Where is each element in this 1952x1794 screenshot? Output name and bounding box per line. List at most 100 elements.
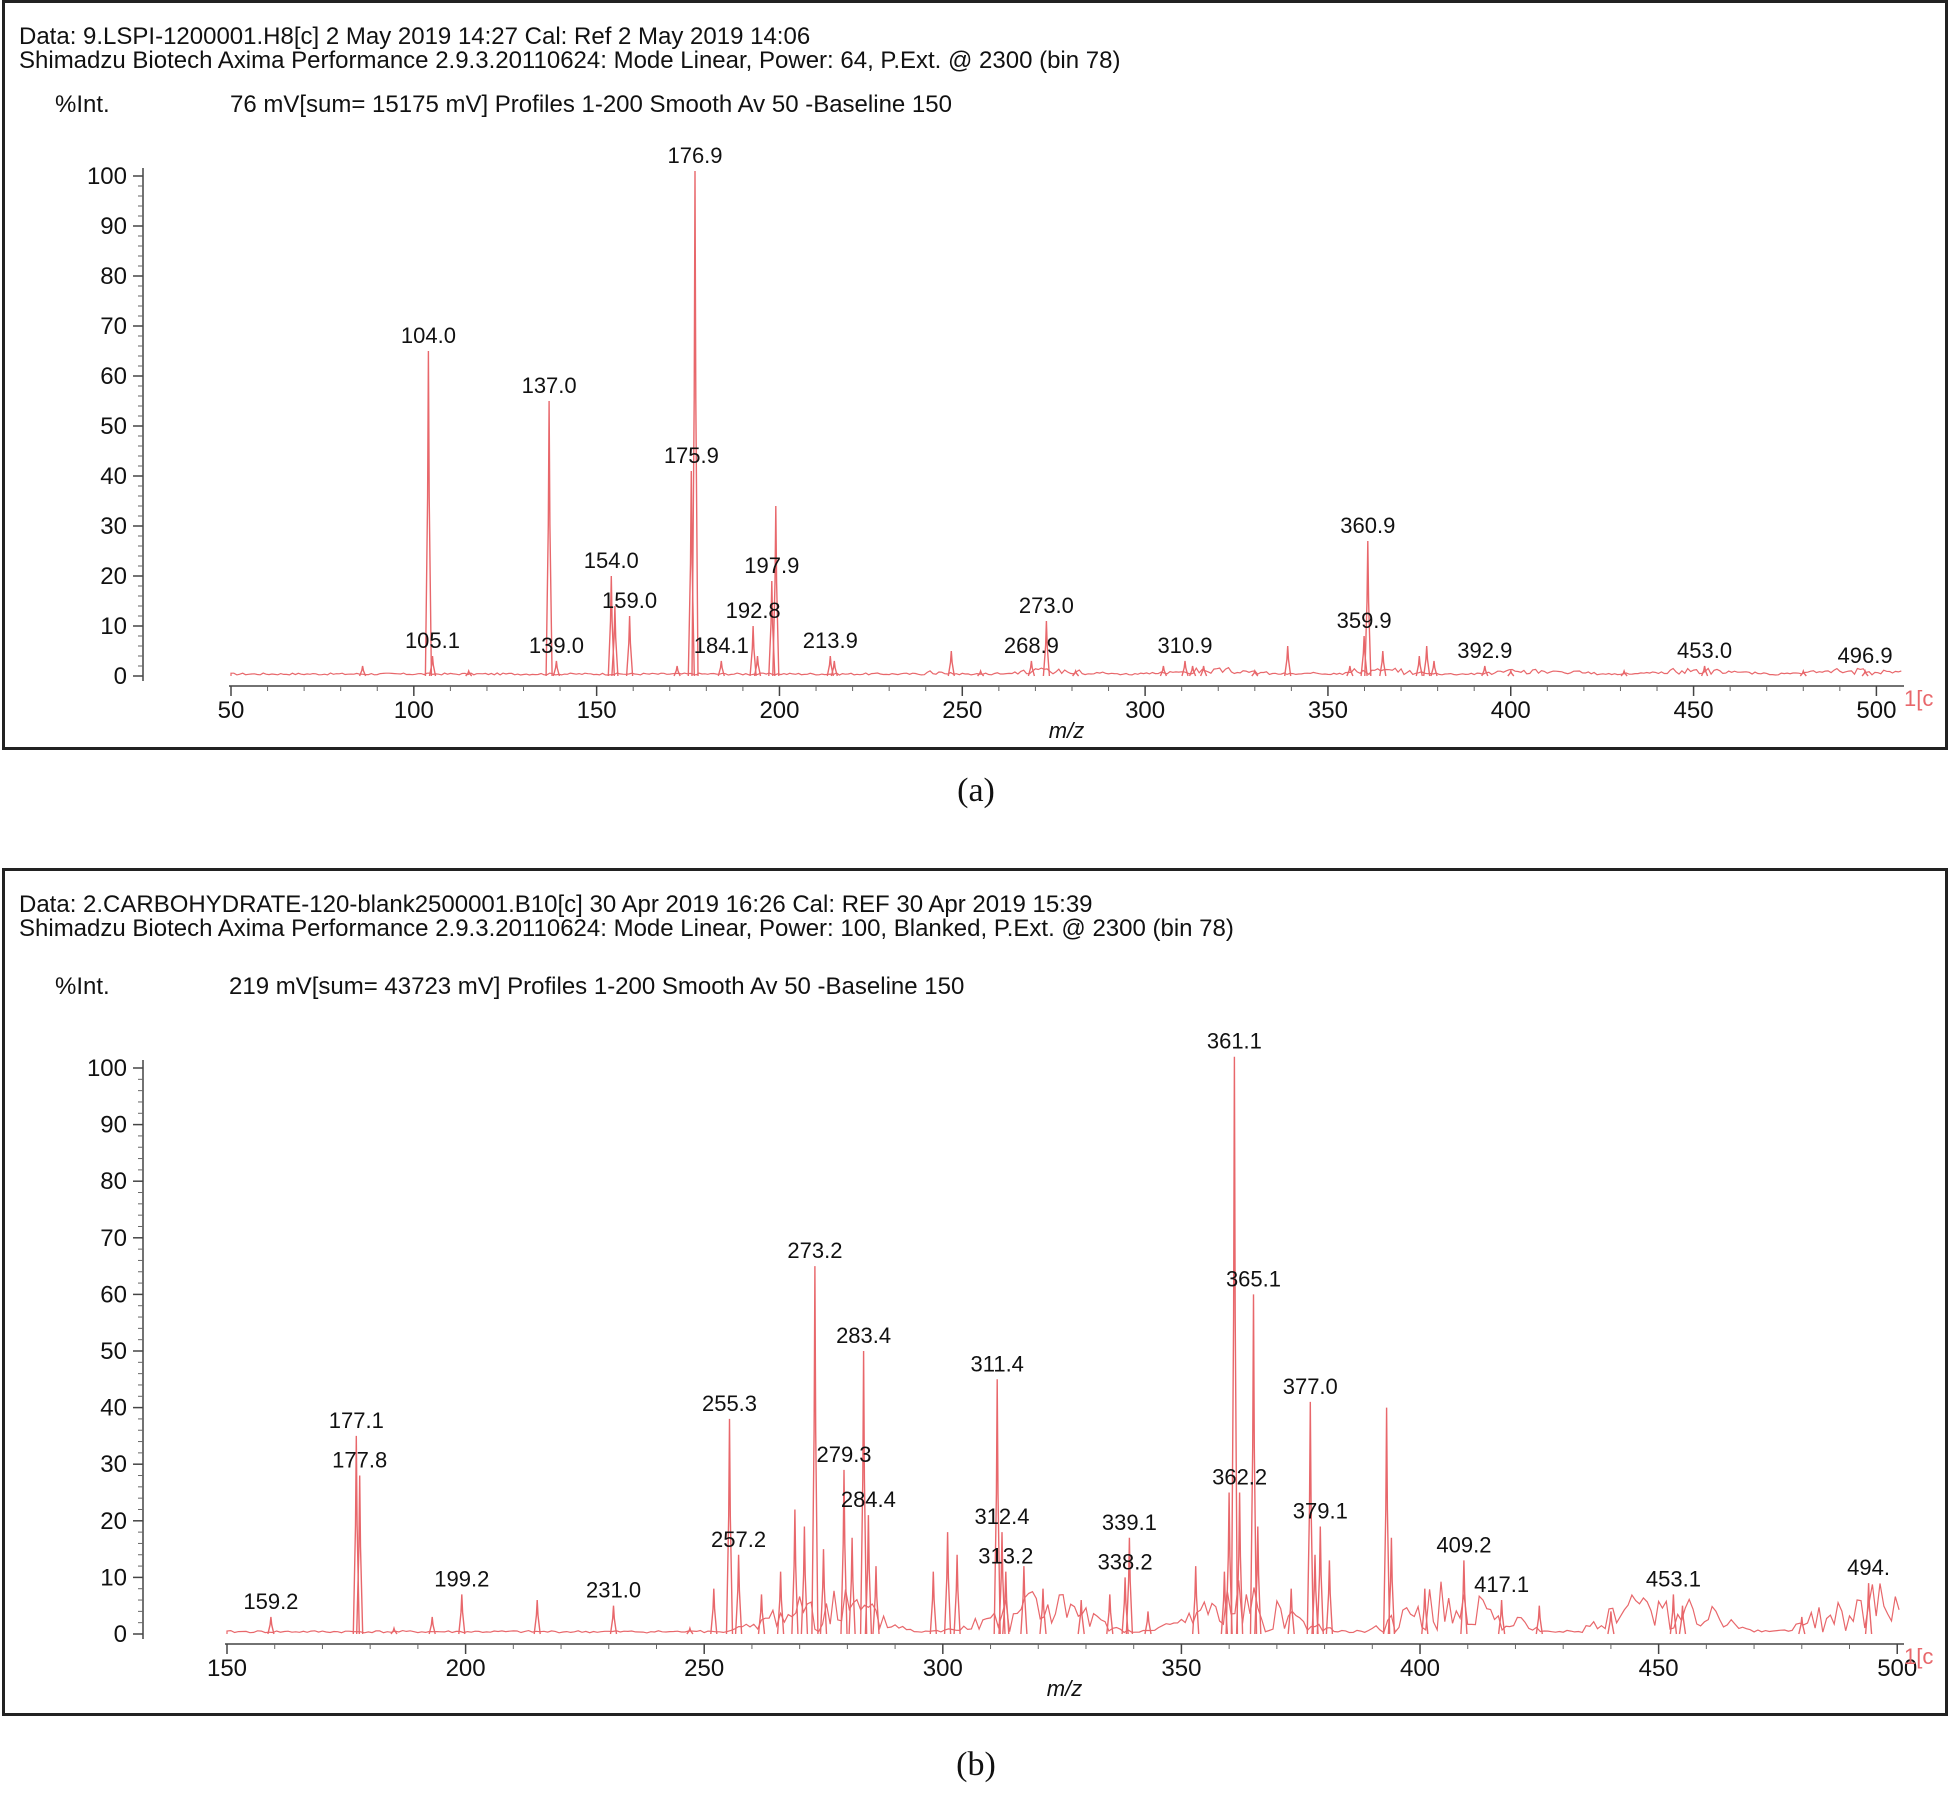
spectrum-peak — [800, 1526, 809, 1635]
spectrum-peak — [1799, 668, 1807, 677]
spectrum-peak — [1159, 665, 1168, 677]
peak-label: 392.9 — [1457, 638, 1512, 663]
x-tick-label: 300 — [1125, 697, 1165, 724]
y-tick-label: 10 — [100, 613, 127, 640]
spectrum-peak — [1415, 655, 1423, 677]
x-axis-title: m/z — [1047, 1676, 1082, 1701]
peak-label: 273.0 — [1019, 593, 1074, 618]
spectrum-peak — [424, 350, 433, 677]
peak-label: 313.2 — [978, 1544, 1033, 1569]
peak-label: 339.1 — [1102, 1510, 1157, 1535]
spectrum-peak — [1861, 668, 1869, 677]
channel-indicator: 1[c — [1904, 1644, 1933, 1669]
spectrum-peak — [826, 655, 834, 677]
spectrum-panel-a: Data: 9.LSPI-1200001.H8[c] 2 May 2019 14… — [2, 0, 1948, 750]
data-header-line: Data: 9.LSPI-1200001.H8[c] 2 May 2019 14… — [19, 23, 811, 50]
x-tick-label: 400 — [1491, 697, 1531, 724]
x-tick-label: 200 — [759, 697, 799, 724]
peak-label: 197.9 — [744, 553, 799, 578]
spectrum-peak — [929, 1571, 937, 1635]
x-tick-label: 500 — [1856, 697, 1896, 724]
spectrum-peak — [1382, 1407, 1391, 1635]
spectrum-peak — [465, 668, 473, 677]
peak-label: 268.9 — [1004, 633, 1059, 658]
y-tick-label: 0 — [114, 1621, 127, 1648]
spectrum-peak — [734, 1554, 743, 1635]
spectrum-peak — [428, 1616, 436, 1635]
y-tick-label: 50 — [100, 1338, 127, 1365]
spectrum-peak — [1199, 665, 1208, 677]
peak-label: 310.9 — [1157, 633, 1212, 658]
spectrum-peak — [725, 1418, 734, 1635]
peak-label: 494. — [1847, 1555, 1890, 1580]
spectrum-peak — [1235, 1492, 1244, 1635]
spectrum-peak — [819, 1549, 828, 1635]
spectrum-peak — [625, 615, 634, 677]
spectrum-peak — [1144, 1611, 1152, 1635]
peak-label: 177.8 — [332, 1448, 387, 1473]
spectrum-peak — [1325, 1560, 1334, 1635]
peak-label: 453.0 — [1677, 638, 1732, 663]
spectrum-peak — [872, 1566, 880, 1635]
spectrum-peak — [267, 1616, 275, 1635]
spectrum-peak — [609, 1605, 618, 1635]
spectrum-peak — [1423, 645, 1431, 677]
x-tick-label: 150 — [207, 1655, 247, 1682]
spectrum-peak — [710, 1588, 718, 1635]
peak-label: 453.1 — [1646, 1566, 1701, 1591]
y-tick-label: 0 — [114, 663, 127, 690]
peak-label: 496.9 — [1838, 643, 1893, 668]
channel-indicator: 1[c — [1904, 686, 1933, 711]
spectrum-peak — [1678, 1605, 1687, 1635]
spectrum-baseline — [226, 1580, 1900, 1634]
peak-label: 139.0 — [529, 633, 584, 658]
spectrum-peak — [1188, 665, 1197, 677]
peak-label: 279.3 — [816, 1442, 871, 1467]
peak-label: 199.2 — [434, 1566, 489, 1591]
peak-label: 360.9 — [1340, 513, 1395, 538]
spectrum-peak — [607, 575, 615, 677]
spectrum-peak — [1220, 1571, 1229, 1635]
x-tick-label: 250 — [684, 1655, 724, 1682]
spectrum-peak — [552, 660, 561, 677]
x-tick-label: 450 — [1674, 697, 1714, 724]
spectrum-peak — [947, 650, 955, 677]
spectrum-peak — [1251, 668, 1259, 677]
spectrum-peak — [811, 1266, 819, 1635]
peak-label: 255.3 — [702, 1391, 757, 1416]
peak-label: 231.0 — [586, 1578, 641, 1603]
figure-caption-a: (a) — [957, 772, 995, 809]
peak-label: 409.2 — [1436, 1532, 1491, 1557]
y-tick-label: 80 — [100, 263, 127, 290]
peak-label: 273.2 — [787, 1238, 842, 1263]
peak-label: 359.9 — [1337, 608, 1392, 633]
spectrum-peak — [1254, 1526, 1262, 1635]
spectrum-peak — [1306, 1401, 1314, 1635]
peak-label: 154.0 — [584, 548, 639, 573]
y-tick-label: 60 — [100, 363, 127, 390]
spectrum-peak — [686, 1625, 694, 1635]
spectrum-peak — [753, 655, 762, 677]
spectrum-panel-b: Data: 2.CARBOHYDRATE-120-blank2500001.B1… — [2, 868, 1948, 1716]
spectrum-peak — [673, 665, 681, 677]
x-tick-label: 500 — [1877, 1655, 1917, 1682]
spectrum-peak — [1106, 1594, 1114, 1635]
spectrum-peak — [859, 1350, 868, 1635]
spectrum-peak — [1311, 1554, 1319, 1635]
spectrum-peak — [1700, 665, 1709, 677]
instrument-header-line: Shimadzu Biotech Axima Performance 2.9.3… — [19, 47, 1121, 74]
spectrum-peak — [791, 1509, 799, 1635]
spectrum-peak — [1460, 1560, 1468, 1635]
peak-label: 184.1 — [694, 633, 749, 658]
peak-label: 104.0 — [401, 323, 456, 348]
y-tick-label: 30 — [100, 513, 127, 540]
spectrum-peak — [772, 505, 780, 677]
y-tick-label: 70 — [100, 1225, 127, 1252]
spectrum-peak — [390, 1625, 398, 1635]
y-tick-label: 20 — [100, 563, 127, 590]
y-tick-label: 40 — [100, 463, 127, 490]
spectrum-peak — [1379, 650, 1387, 677]
x-tick-label: 250 — [942, 697, 982, 724]
peak-label: 213.9 — [803, 628, 858, 653]
x-tick-label: 400 — [1400, 1655, 1440, 1682]
